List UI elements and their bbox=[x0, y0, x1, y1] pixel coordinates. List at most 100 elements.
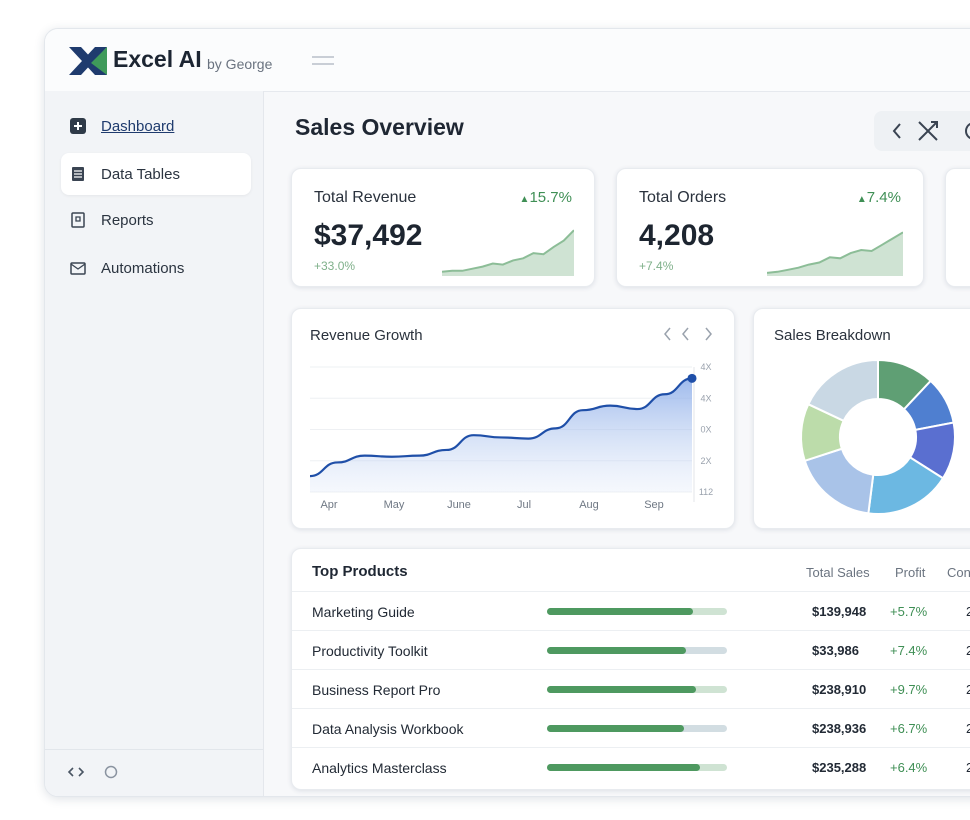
product-name: Business Report Pro bbox=[312, 682, 441, 698]
chart-card: Revenue Growth 4X 4X 0X 2X 112 Apr May June Jul A… bbox=[291, 308, 735, 529]
nav-item[interactable]: Reports bbox=[61, 199, 251, 241]
kpi-label: Total Orders bbox=[639, 189, 727, 206]
logo bbox=[69, 47, 107, 75]
line-area bbox=[310, 378, 692, 492]
table-row: Analytics Masterclass $235,288 +6.4% 2 bbox=[292, 747, 970, 786]
nav-item[interactable]: Data Tables bbox=[61, 153, 251, 195]
kpi-sub: +7.4% bbox=[639, 259, 674, 273]
end-point bbox=[687, 373, 697, 383]
chart-nav[interactable] bbox=[662, 325, 722, 343]
con: 2 bbox=[966, 760, 970, 775]
chart-card: Sales Breakdown bbox=[753, 308, 970, 529]
app-window: Excel AI by George Dashboard Data Tables… bbox=[44, 28, 970, 797]
kpi-change-value: 7.4% bbox=[866, 189, 901, 206]
kpi-change: ▲7.4% bbox=[856, 189, 901, 206]
progress-track bbox=[547, 764, 727, 771]
column-header: Con bbox=[947, 565, 970, 580]
kpi-card: Total Orders ▲7.4% 4,208 +7.4% bbox=[616, 168, 924, 287]
sparkline-line bbox=[442, 229, 574, 273]
profit: +6.4% bbox=[890, 760, 928, 775]
product-name: Analytics Masterclass bbox=[312, 760, 447, 776]
nav-label: Dashboard bbox=[101, 117, 175, 135]
total-sales: $238,910 bbox=[812, 682, 867, 697]
y-tick-label: 0X bbox=[700, 425, 711, 435]
progress-track bbox=[547, 608, 727, 615]
y-tick-label: 4X bbox=[700, 362, 711, 372]
kpi-value: $37,492 bbox=[314, 219, 423, 252]
table-row: Business Report Pro $238,910 +9.7% 2 bbox=[292, 669, 970, 708]
kpi-label: Total Revenue bbox=[314, 189, 417, 206]
profit: +5.7% bbox=[890, 604, 928, 619]
kpi-change: ▲15.7% bbox=[519, 189, 572, 206]
table-row: Marketing Guide $139,948 +5.7% 2 bbox=[292, 591, 970, 630]
x-tick-label: Sep bbox=[644, 499, 664, 511]
y-tick-label: 4X bbox=[700, 393, 711, 403]
profit: +7.4% bbox=[890, 643, 928, 658]
product-name: Data Analysis Workbook bbox=[312, 721, 464, 737]
brand: Excel AI bbox=[113, 46, 202, 72]
profit: +9.7% bbox=[890, 682, 928, 697]
donut-chart bbox=[800, 358, 957, 515]
x-tick-label: Jul bbox=[517, 499, 531, 511]
y-tick-label: 2X bbox=[700, 456, 711, 466]
kpi-card: Total Revenue ▲15.7% $37,492 +33.0% bbox=[291, 168, 595, 287]
progress-bar bbox=[547, 647, 686, 654]
progress-bar bbox=[547, 725, 684, 732]
x-tick-label: Apr bbox=[320, 499, 337, 511]
progress-track bbox=[547, 647, 727, 654]
card-title: Sales Breakdown bbox=[774, 327, 891, 344]
table-title: Top Products bbox=[312, 563, 408, 580]
total-sales: $33,986 bbox=[812, 643, 859, 658]
con: 2 bbox=[966, 604, 970, 619]
byline: by George bbox=[207, 56, 273, 72]
total-sales: $238,936 bbox=[812, 721, 867, 736]
menu-button[interactable] bbox=[311, 55, 335, 67]
column-header: Total Sales bbox=[806, 565, 870, 580]
column-header: Profit bbox=[895, 565, 926, 580]
divider bbox=[45, 749, 263, 750]
kpi-value: 4,208 bbox=[639, 219, 715, 252]
sparkline-line bbox=[767, 231, 903, 274]
nav-label: Reports bbox=[101, 211, 154, 229]
x-tick-label: May bbox=[384, 499, 405, 511]
con: 2 bbox=[966, 682, 970, 697]
total-sales: $139,948 bbox=[812, 604, 867, 619]
toolbar[interactable] bbox=[874, 111, 970, 151]
sparkline-area bbox=[442, 230, 574, 276]
sparkline bbox=[767, 231, 903, 276]
sidebar: Dashboard Data Tables Reports Automation… bbox=[45, 91, 264, 796]
nav-item[interactable]: Dashboard bbox=[61, 105, 251, 147]
y-tick-label: 112 bbox=[699, 487, 713, 497]
kpi-card bbox=[945, 168, 970, 287]
con: 2 bbox=[966, 643, 970, 658]
kpi-change-value: 15.7% bbox=[529, 189, 572, 206]
header: Excel AI by George bbox=[45, 29, 970, 92]
donut-segment bbox=[806, 358, 879, 423]
sparkline-area bbox=[767, 232, 903, 276]
table-card: Top Products Total Sales Profit Con Mark… bbox=[291, 548, 970, 790]
x-tick-label: June bbox=[447, 499, 471, 511]
page-title: Sales Overview bbox=[295, 114, 464, 140]
progress-bar bbox=[547, 608, 693, 615]
total-sales: $235,288 bbox=[812, 760, 867, 775]
con: 2 bbox=[966, 721, 970, 736]
line-chart: 4X 4X 0X 2X 112 Apr May June Jul Aug Sep bbox=[309, 362, 713, 511]
product-name: Marketing Guide bbox=[312, 604, 415, 620]
kpi-sub: +33.0% bbox=[314, 259, 356, 273]
profit: +6.7% bbox=[890, 721, 928, 736]
nav-item[interactable]: Automations bbox=[61, 247, 251, 289]
table-row: Productivity Toolkit $33,986 +7.4% 2 bbox=[292, 630, 970, 669]
line bbox=[309, 377, 693, 478]
footer-icons[interactable] bbox=[67, 763, 127, 781]
progress-bar bbox=[547, 764, 700, 771]
product-name: Productivity Toolkit bbox=[312, 643, 428, 659]
progress-bar bbox=[547, 686, 697, 693]
progress-track bbox=[547, 725, 727, 732]
table-row: Data Analysis Workbook $238,936 +6.7% 2 bbox=[292, 708, 970, 747]
progress-track bbox=[547, 686, 727, 693]
x-tick-label: Aug bbox=[579, 499, 599, 511]
nav-label: Data Tables bbox=[101, 165, 180, 183]
card-title: Revenue Growth bbox=[310, 327, 423, 344]
sparkline bbox=[442, 229, 574, 276]
